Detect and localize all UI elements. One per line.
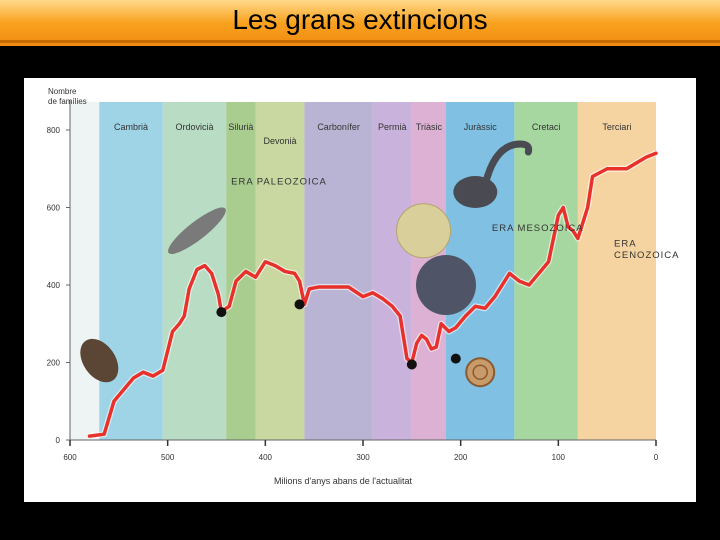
sauropod-body bbox=[453, 176, 498, 208]
period-band-4 bbox=[304, 102, 373, 440]
x-tick-label-0: 600 bbox=[63, 453, 77, 462]
period-label-7: Juràssic bbox=[464, 122, 498, 132]
y-tick-label-2: 400 bbox=[47, 281, 61, 290]
x-tick-label-5: 100 bbox=[552, 453, 566, 462]
period-label-5: Permià bbox=[378, 122, 407, 132]
period-label-1: Ordovicià bbox=[176, 122, 214, 132]
era-label-0: ERA PALEOZOICA bbox=[231, 176, 327, 187]
y-tick-label-4: 800 bbox=[47, 126, 61, 135]
period-label-9: Terciari bbox=[602, 122, 631, 132]
slide-title: Les grans extincions bbox=[232, 4, 488, 35]
period-label-3: Devonià bbox=[263, 136, 296, 146]
period-band-9 bbox=[577, 102, 656, 440]
period-band-0 bbox=[99, 102, 163, 440]
x-tick-label-2: 400 bbox=[259, 453, 273, 462]
era-label-2: ERA bbox=[614, 238, 637, 249]
trilobite-body bbox=[80, 338, 119, 383]
x-tick-label-4: 200 bbox=[454, 453, 468, 462]
extinction-point-2 bbox=[406, 359, 417, 370]
sauropod-neck bbox=[481, 140, 533, 188]
y-tick-label-0: 0 bbox=[56, 436, 61, 445]
x-axis-label: Milions d'anys abans de l'actualitat bbox=[274, 476, 413, 486]
title-underline bbox=[0, 40, 720, 43]
extinction-chart: Cambrià Ordovicià Silurià Devonià Carbonífer… bbox=[47, 87, 679, 486]
period-label-6: Triàsic bbox=[416, 122, 443, 132]
extinction-point-1 bbox=[294, 299, 305, 310]
x-tick-label-3: 300 bbox=[356, 453, 370, 462]
x-tick-label-1: 500 bbox=[161, 453, 175, 462]
fish-body bbox=[168, 207, 226, 255]
chart-figure: Cambrià Ordovicià Silurià Devonià Carbonífer… bbox=[24, 78, 696, 502]
fossil-rock-illustration bbox=[416, 255, 477, 315]
ammonite-illustration bbox=[465, 357, 496, 388]
trilobite-illustration bbox=[80, 338, 119, 383]
y-tick-label-1: 200 bbox=[47, 359, 61, 368]
period-label-0: Cambrià bbox=[114, 122, 148, 132]
period-band-8 bbox=[514, 102, 578, 440]
era-label-3: CENOZOICA bbox=[614, 250, 679, 261]
period-label-2: Silurià bbox=[228, 122, 253, 132]
y-axis-label-line-2: de famílies bbox=[48, 97, 87, 106]
fish-illustration bbox=[168, 207, 226, 255]
title-bar bbox=[0, 0, 720, 46]
y-tick-label-3: 600 bbox=[47, 204, 61, 213]
series-line bbox=[87, 151, 658, 438]
period-band-5 bbox=[372, 102, 412, 440]
period-label-4: Carbonífer bbox=[317, 122, 360, 132]
extinction-point-0 bbox=[216, 307, 227, 318]
era-label-1: ERA MESOZOICA bbox=[492, 223, 584, 234]
period-band-2 bbox=[226, 102, 256, 440]
x-tick-label-6: 0 bbox=[654, 453, 659, 462]
period-label-8: Cretaci bbox=[532, 122, 561, 132]
extinction-point-3 bbox=[450, 353, 461, 364]
ammonite-spiral bbox=[472, 364, 488, 380]
sauropod-illustration bbox=[453, 140, 533, 208]
y-axis-label-line-1: Nombre bbox=[48, 87, 77, 96]
landscape-illustration bbox=[396, 203, 452, 259]
